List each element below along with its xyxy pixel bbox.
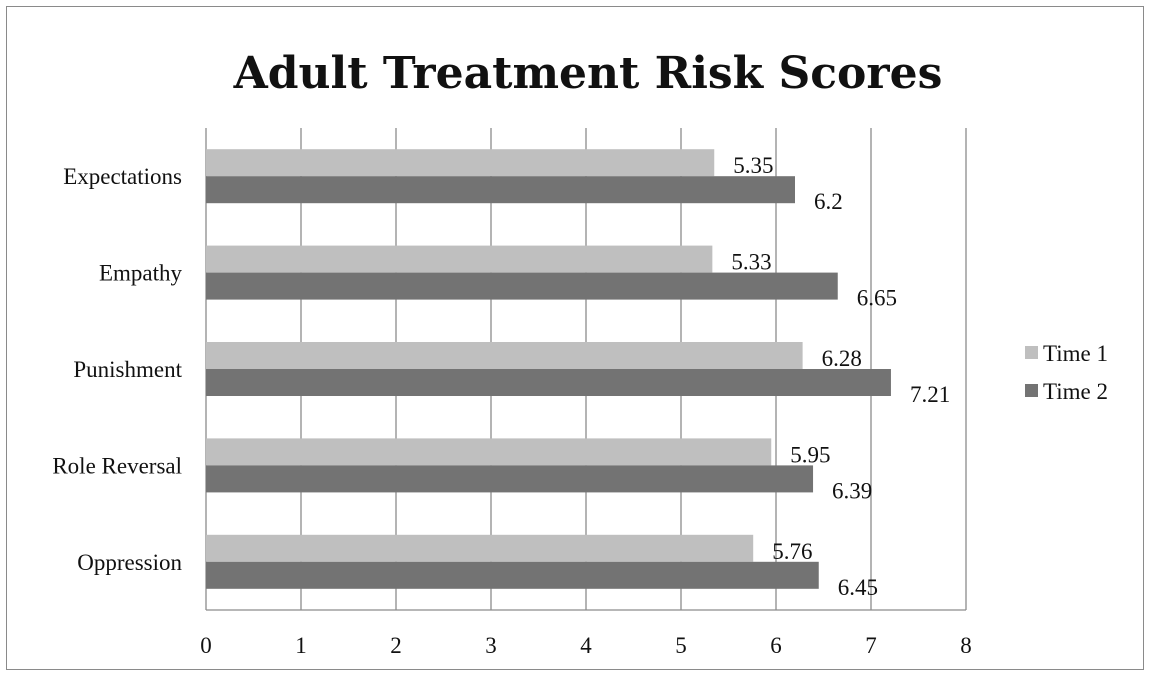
legend-label-time-1: Time 1 <box>1043 341 1108 366</box>
legend-swatch-time-2 <box>1025 384 1038 397</box>
legend: Time 1 Time 2 <box>1025 341 1108 404</box>
category-labels: Expectations Empathy Punishment Role Revers… <box>52 164 182 575</box>
data-label-empathy-time-2: 6.65 <box>857 286 897 311</box>
data-label-expectations-time-2: 6.2 <box>814 189 843 214</box>
chart-title: Adult Treatment Risk Scores <box>233 48 943 99</box>
category-label-oppression: Oppression <box>77 550 182 575</box>
data-label-role-reversal-time-2: 6.39 <box>832 478 872 503</box>
x-tick-label-8: 8 <box>960 633 972 658</box>
bar-role-reversal-time-1 <box>206 438 772 466</box>
legend-swatch-time-1 <box>1025 346 1038 359</box>
x-tick-labels: 0 1 2 3 4 5 6 7 8 <box>200 633 972 658</box>
x-tick-label-6: 6 <box>770 633 782 658</box>
gridlines <box>205 128 967 611</box>
bar-role-reversal-time-2 <box>206 465 814 493</box>
bar-empathy-time-1 <box>206 245 713 273</box>
bar-punishment-time-2 <box>206 369 891 396</box>
x-tick-label-2: 2 <box>390 633 402 658</box>
data-label-expectations-time-1: 5.35 <box>733 153 773 178</box>
x-tick-label-3: 3 <box>485 633 497 658</box>
data-label-oppression-time-1: 5.76 <box>772 539 812 564</box>
data-label-oppression-time-2: 6.45 <box>838 575 878 600</box>
data-label-punishment-time-2: 7.21 <box>910 382 950 407</box>
data-label-role-reversal-time-1: 5.95 <box>790 442 830 467</box>
x-tick-label-5: 5 <box>675 633 687 658</box>
category-label-punishment: Punishment <box>73 357 182 382</box>
category-label-role-reversal: Role Reversal <box>52 453 182 478</box>
x-tick-label-7: 7 <box>865 633 877 658</box>
x-tick-label-4: 4 <box>580 633 592 658</box>
x-tick-label-1: 1 <box>295 633 307 658</box>
legend-label-time-2: Time 2 <box>1043 379 1108 404</box>
bars <box>206 149 891 589</box>
bar-expectations-time-1 <box>206 149 715 177</box>
bar-expectations-time-2 <box>206 176 795 204</box>
data-label-empathy-time-1: 5.33 <box>731 250 771 275</box>
x-tick-label-0: 0 <box>200 633 212 658</box>
bar-oppression-time-1 <box>206 534 754 562</box>
bar-oppression-time-2 <box>206 561 819 589</box>
category-label-empathy: Empathy <box>99 261 183 286</box>
data-label-punishment-time-1: 6.28 <box>822 346 862 371</box>
bar-empathy-time-2 <box>206 272 838 300</box>
data-labels: 5.35 6.2 5.33 6.65 6.28 7.21 5.956.39 5.76 6.45 <box>731 153 950 600</box>
category-label-expectations: Expectations <box>63 164 182 189</box>
bar-punishment-time-1 <box>206 342 803 369</box>
